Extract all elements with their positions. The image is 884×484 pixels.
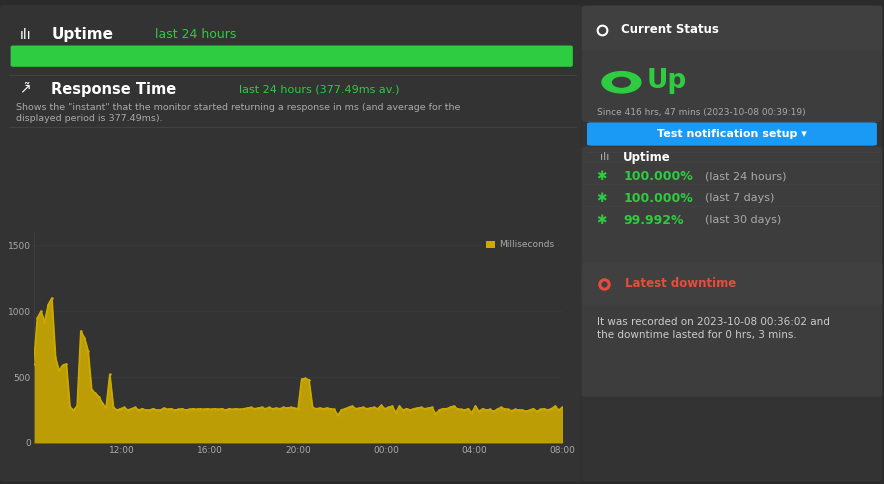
FancyBboxPatch shape — [582, 264, 882, 397]
Circle shape — [602, 72, 641, 93]
Text: ılı: ılı — [19, 28, 31, 42]
Text: last 24 hours (377.49ms av.): last 24 hours (377.49ms av.) — [239, 85, 400, 94]
Text: (last 30 days): (last 30 days) — [705, 215, 781, 225]
Text: Test notification setup ▾: Test notification setup ▾ — [657, 129, 807, 139]
FancyBboxPatch shape — [582, 6, 882, 53]
Text: Since 416 hrs, 47 mins (2023-10-08 00:39:19): Since 416 hrs, 47 mins (2023-10-08 00:39… — [597, 108, 805, 117]
Text: ✱: ✱ — [597, 170, 607, 183]
Text: (last 7 days): (last 7 days) — [705, 194, 774, 203]
Text: Uptime: Uptime — [623, 151, 671, 164]
Text: Response Time: Response Time — [51, 82, 177, 97]
FancyBboxPatch shape — [582, 262, 882, 305]
FancyBboxPatch shape — [582, 5, 882, 482]
Text: Latest downtime: Latest downtime — [625, 277, 736, 290]
Text: Current Status: Current Status — [621, 23, 720, 36]
Circle shape — [613, 77, 630, 87]
Text: last 24 hours: last 24 hours — [155, 29, 236, 41]
Text: displayed period is 377.49ms).: displayed period is 377.49ms). — [16, 114, 163, 123]
Text: the downtime lasted for 0 hrs, 3 mins.: the downtime lasted for 0 hrs, 3 mins. — [597, 330, 796, 340]
Text: ✱: ✱ — [597, 214, 607, 227]
FancyBboxPatch shape — [0, 5, 582, 482]
FancyBboxPatch shape — [582, 147, 882, 264]
FancyBboxPatch shape — [11, 45, 573, 67]
Text: ılı: ılı — [600, 152, 610, 162]
Text: 100.000%: 100.000% — [623, 170, 693, 183]
Text: Uptime: Uptime — [51, 28, 113, 42]
FancyBboxPatch shape — [587, 122, 877, 146]
Text: 99.992%: 99.992% — [623, 214, 683, 227]
Text: (last 24 hours): (last 24 hours) — [705, 172, 787, 182]
Text: ✱: ✱ — [597, 192, 607, 205]
Text: ↗̃: ↗̃ — [19, 83, 31, 96]
Text: 100.000%: 100.000% — [623, 192, 693, 205]
FancyBboxPatch shape — [582, 51, 882, 121]
Legend: Milliseconds: Milliseconds — [483, 237, 558, 253]
Text: Shows the "instant" that the monitor started returning a response in ms (and ave: Shows the "instant" that the monitor sta… — [16, 103, 461, 112]
Text: It was recorded on 2023-10-08 00:36:02 and: It was recorded on 2023-10-08 00:36:02 a… — [597, 317, 829, 327]
Text: Up: Up — [646, 68, 687, 94]
